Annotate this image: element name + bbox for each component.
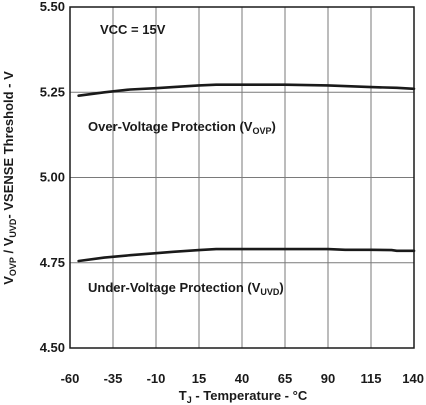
y-tick-label: 5.00 xyxy=(40,170,65,185)
x-tick-label: 140 xyxy=(402,371,424,386)
plot-frame xyxy=(69,6,415,349)
vcc-annotation: VCC = 15V xyxy=(100,22,166,37)
ovp-series-line xyxy=(77,83,416,97)
series-lines xyxy=(77,83,416,263)
x-tick-label: 90 xyxy=(321,371,335,386)
x-tick-label: 15 xyxy=(192,371,206,386)
y-tick-label: 4.75 xyxy=(40,255,65,270)
x-tick-label: 115 xyxy=(361,371,382,386)
x-tick-labels: -60 -35 -10 15 40 65 90 115 140 xyxy=(61,371,424,386)
uvd-annotation: Under-Voltage Protection (VUVD) xyxy=(88,280,284,297)
y-axis-label: VOVP / VUVD- VSENSE Threshold - V xyxy=(1,71,18,285)
y-tick-label: 5.25 xyxy=(40,84,65,99)
x-axis-label: TJ - Temperature - °C xyxy=(179,388,308,405)
grid-lines xyxy=(69,6,415,349)
x-tick-label: -35 xyxy=(104,371,123,386)
x-tick-label: 65 xyxy=(278,371,292,386)
ovp-annotation: Over-Voltage Protection (VOVP) xyxy=(88,119,276,136)
x-tick-label: -10 xyxy=(147,371,166,386)
x-tick-label: -60 xyxy=(61,371,80,386)
y-tick-labels: 4.50 4.75 5.00 5.25 5.50 xyxy=(40,0,65,355)
y-tick-label: 5.50 xyxy=(40,0,65,14)
x-tick-label: 40 xyxy=(235,371,249,386)
y-tick-label: 4.50 xyxy=(40,340,65,355)
uvd-series-line xyxy=(77,247,416,263)
